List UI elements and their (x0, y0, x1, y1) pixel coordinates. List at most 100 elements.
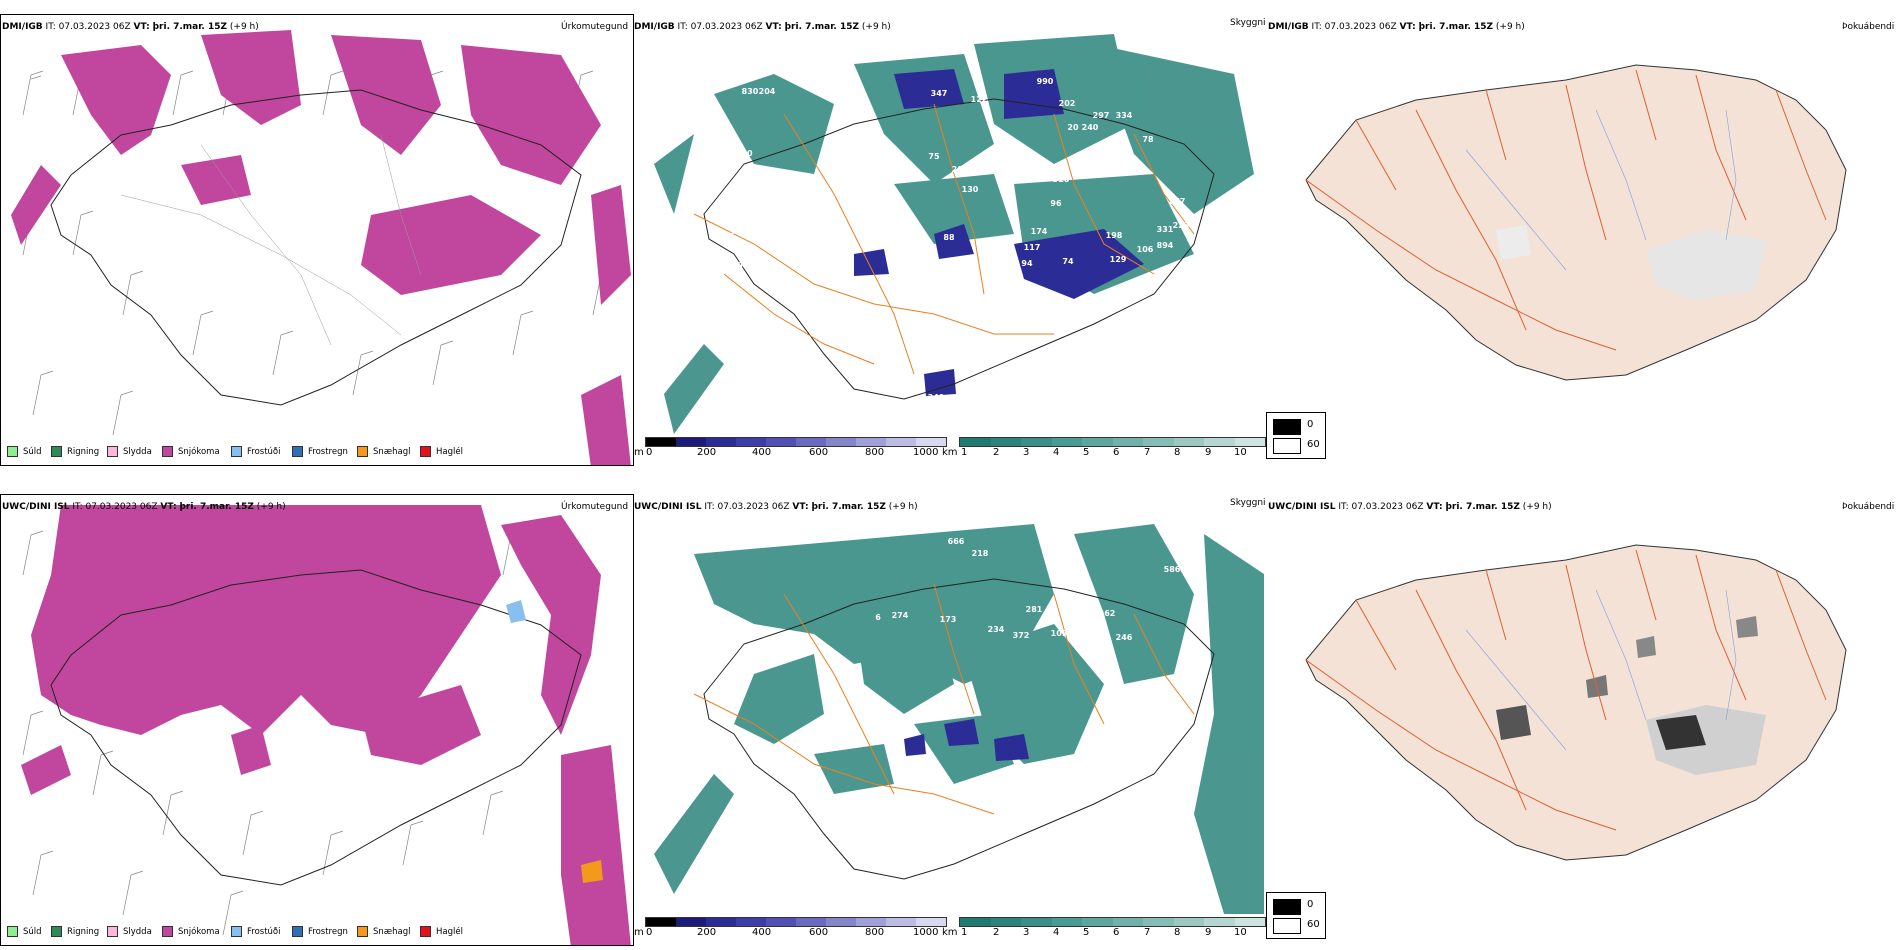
svg-text:174: 174 (1031, 227, 1048, 236)
fog-title-bottom: Þokuábendi (1842, 502, 1895, 512)
svg-text:6: 6 (875, 613, 881, 622)
svg-text:96: 96 (1050, 199, 1062, 208)
svg-text:905: 905 (1046, 527, 1063, 536)
cloud-scale-m-top (645, 437, 947, 447)
svg-text:417: 417 (980, 165, 997, 174)
svg-text:22: 22 (1051, 571, 1062, 580)
scale-m-tick: 600 (809, 927, 829, 938)
cloud-scale-km-bottom (959, 917, 1266, 927)
svg-text:207: 207 (952, 165, 969, 174)
scale-km-tick: 4 (1053, 447, 1060, 458)
svg-text:240: 240 (1082, 123, 1099, 132)
svg-text:309: 309 (730, 227, 747, 236)
svg-text:334: 334 (1116, 111, 1133, 120)
scale-km-tick: 5 (1083, 447, 1090, 458)
scale-m-tick: 0 (646, 927, 653, 938)
cloud-scale-km-top (959, 437, 1266, 447)
scale-m-unit-bottom: m (634, 927, 644, 938)
fog-legend-bottom: 0 60 (1266, 892, 1326, 939)
cloud-title-top: Skyggni (1230, 18, 1266, 28)
header-fog-bottom: UWC/DINI ISL IT: 07.03.2023 06Z VT: þri.… (1268, 502, 1552, 512)
scale-m-tick: 1000 (913, 927, 939, 938)
svg-text:117: 117 (1024, 243, 1041, 252)
precip-title-top: Úrkomutegund (561, 22, 629, 32)
scale-km-tick: 4 (1053, 927, 1060, 938)
fog-map-top (1305, 64, 1847, 381)
header-precip-bottom: UWC/DINI ISL IT: 07.03.2023 06Z VT: þri.… (2, 502, 286, 512)
header-precip-top: DMI/IGB IT: 07.03.2023 06Z VT: þri. 7.ma… (2, 22, 259, 32)
svg-text:130: 130 (962, 185, 979, 194)
svg-text:349: 349 (928, 393, 945, 402)
scale-km-tick: 6 (1113, 927, 1120, 938)
svg-text:830: 830 (742, 87, 759, 96)
svg-text:775: 775 (1177, 523, 1194, 532)
scale-m-tick: 400 (752, 447, 772, 458)
svg-text:297: 297 (1093, 111, 1110, 120)
svg-text:75: 75 (928, 152, 940, 161)
svg-text:295: 295 (974, 515, 991, 524)
svg-text:223: 223 (1173, 221, 1190, 230)
scale-km-tick: 10 (1234, 927, 1247, 938)
cloud-scale-m-bottom (645, 917, 947, 927)
svg-text:406: 406 (1176, 541, 1193, 550)
cloud-panel-top: 204 765 70 27 109 88 88 347 207 130 417 … (634, 14, 1264, 450)
scale-km-tick: 2 (993, 927, 1000, 938)
scale-m-tick: 400 (752, 927, 772, 938)
svg-text:765: 765 (714, 145, 731, 154)
svg-text:78: 78 (1142, 135, 1154, 144)
scale-km-tick: 1 (961, 927, 968, 938)
svg-text:218: 218 (972, 549, 989, 558)
svg-text:586: 586 (1164, 565, 1181, 574)
scale-m-tick: 200 (697, 927, 717, 938)
scale-km-tick: 8 (1174, 447, 1181, 458)
cloud-map-top: 204 765 70 27 109 88 88 347 207 130 417 … (654, 34, 1254, 434)
precip-type-map-bottom (21, 505, 631, 945)
svg-text:347: 347 (931, 89, 948, 98)
svg-text:109: 109 (1051, 629, 1068, 638)
precip-type-panel-bottom: Súld Rigning Slydda Snjókoma Frostúði Fr… (0, 494, 634, 946)
scale-km-tick: 6 (1113, 447, 1120, 458)
svg-text:372: 372 (1013, 631, 1030, 640)
header-cloud-bottom: UWC/DINI ISL IT: 07.03.2023 06Z VT: þri.… (634, 502, 918, 512)
scale-m-tick: 800 (865, 447, 885, 458)
fog-panel-bottom (1266, 510, 1900, 890)
scale-m-tick: 600 (809, 447, 829, 458)
svg-text:331: 331 (1157, 225, 1174, 234)
header-cloud-top: DMI/IGB IT: 07.03.2023 06Z VT: þri. 7.ma… (634, 22, 891, 32)
fog-legend-top: 0 60 (1266, 412, 1326, 459)
svg-text:88: 88 (801, 231, 813, 240)
svg-text:274: 274 (892, 611, 909, 620)
scale-km-tick: 7 (1144, 447, 1151, 458)
svg-text:122: 122 (971, 95, 988, 104)
svg-text:74: 74 (1062, 257, 1074, 266)
precip-type-map-top (11, 30, 631, 465)
scale-km-tick: 8 (1174, 927, 1181, 938)
svg-text:234: 234 (988, 625, 1005, 634)
svg-text:820: 820 (1000, 514, 1017, 522)
scale-m-unit-top: m (634, 447, 644, 458)
svg-text:74: 74 (728, 299, 740, 308)
cloud-panel-bottom: 406 295 820 666 218 356 777 775 406 586 … (634, 514, 1264, 914)
scale-km-tick: 3 (1023, 927, 1030, 938)
svg-text:94: 94 (1021, 259, 1033, 268)
svg-text:666: 666 (948, 537, 965, 546)
scale-km-unit-top: km (942, 447, 958, 458)
precip-title-bottom: Úrkomutegund (561, 502, 629, 512)
header-fog-top: DMI/IGB IT: 07.03.2023 06Z VT: þri. 7.ma… (1268, 22, 1525, 32)
scale-km-tick: 3 (1023, 447, 1030, 458)
svg-text:61: 61 (978, 155, 990, 164)
svg-text:129: 129 (1110, 255, 1127, 264)
svg-text:13: 13 (911, 255, 922, 264)
svg-text:406: 406 (951, 514, 968, 518)
scale-m-tick: 1000 (913, 447, 939, 458)
svg-text:246: 246 (1116, 633, 1133, 642)
svg-text:109: 109 (732, 261, 749, 270)
scale-km-tick: 1 (961, 447, 968, 458)
svg-text:990: 990 (1037, 77, 1054, 86)
svg-text:316: 316 (1053, 175, 1070, 184)
scale-km-tick: 9 (1205, 927, 1212, 938)
scale-km-unit-bottom: km (942, 927, 958, 938)
cloud-map-bottom: 406 295 820 666 218 356 777 775 406 586 … (654, 514, 1264, 914)
svg-text:27: 27 (778, 195, 789, 204)
scale-km-tick: 5 (1083, 927, 1090, 938)
